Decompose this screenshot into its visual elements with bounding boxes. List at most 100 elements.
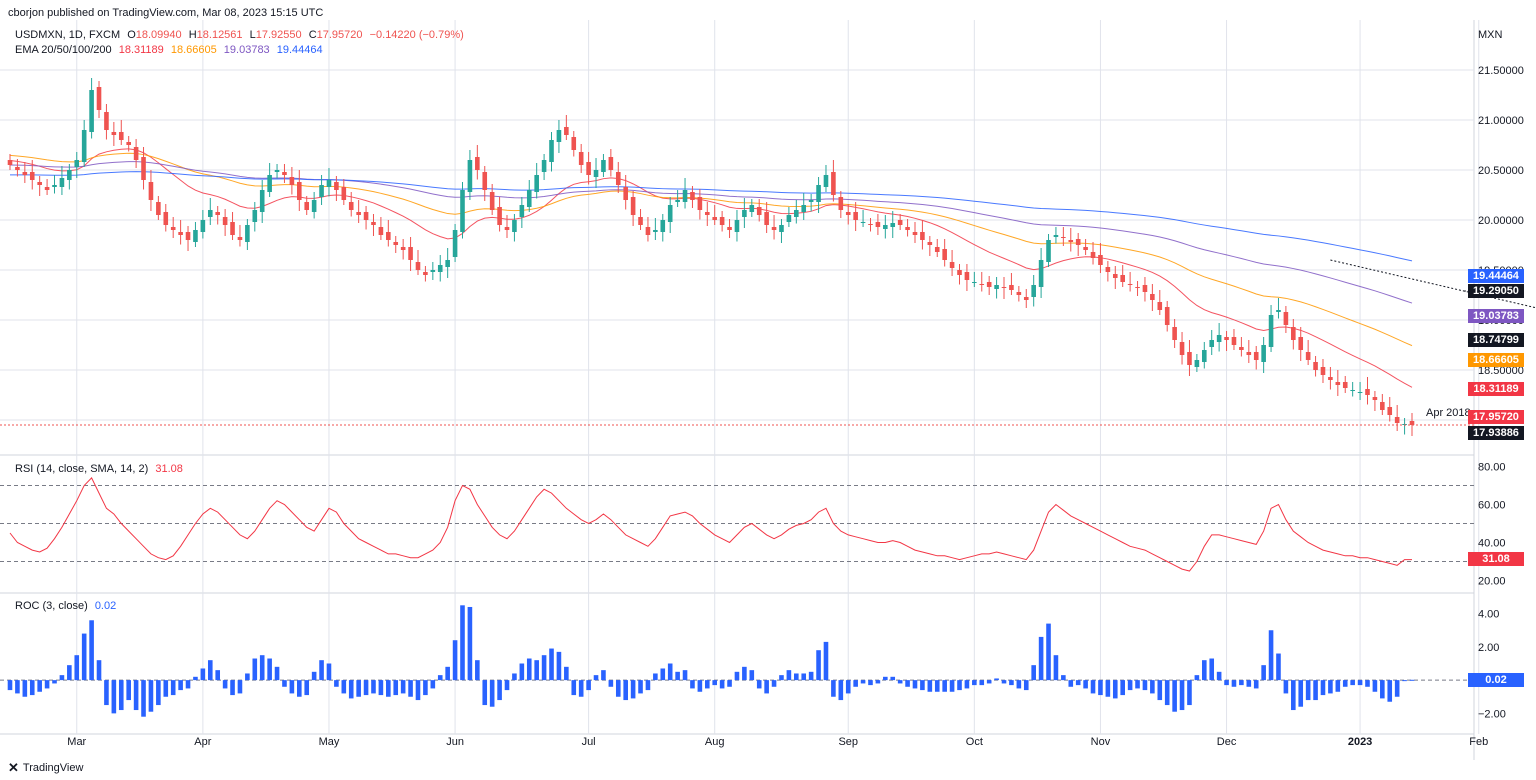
roc-bar bbox=[178, 680, 183, 691]
roc-bar bbox=[1253, 680, 1259, 689]
candle-body bbox=[89, 90, 94, 132]
roc-bar bbox=[994, 678, 999, 681]
roc-bar bbox=[749, 670, 755, 681]
candle-body bbox=[15, 167, 20, 170]
roc-bar bbox=[1083, 680, 1088, 689]
candle-body bbox=[1305, 352, 1311, 360]
roc-bar bbox=[734, 671, 740, 681]
roc-bar bbox=[1001, 680, 1007, 684]
candle-body bbox=[1291, 327, 1296, 340]
roc-bar bbox=[1127, 680, 1133, 691]
candle-body bbox=[1365, 389, 1370, 395]
roc-bar bbox=[1298, 680, 1304, 707]
candle-body bbox=[1350, 390, 1355, 391]
candle-body bbox=[1261, 345, 1266, 362]
candle-body bbox=[237, 237, 243, 240]
candle-body bbox=[207, 210, 213, 217]
price-tick-label: 21.00000 bbox=[1478, 115, 1524, 127]
roc-bar bbox=[37, 680, 42, 692]
roc-bar bbox=[808, 671, 814, 681]
roc-bar bbox=[1268, 630, 1274, 681]
low-label: L bbox=[249, 29, 256, 41]
roc-bar bbox=[252, 658, 258, 681]
roc-bar bbox=[920, 680, 925, 691]
roc-bar bbox=[215, 670, 221, 681]
roc-bar bbox=[1320, 680, 1326, 696]
candle-body bbox=[779, 225, 784, 232]
candle-body bbox=[853, 212, 858, 220]
candle-body bbox=[334, 182, 339, 190]
roc-bar bbox=[823, 641, 829, 681]
roc-bar bbox=[949, 680, 955, 692]
roc-bar bbox=[964, 680, 970, 689]
candle-body bbox=[1001, 287, 1007, 288]
roc-bar bbox=[1172, 680, 1177, 712]
currency-label: MXN bbox=[1478, 29, 1503, 41]
ema-legend[interactable]: EMA 20/50/100/200 18.31189 18.66605 19.0… bbox=[15, 44, 323, 56]
roc-bar bbox=[1372, 680, 1378, 692]
candle-body bbox=[423, 272, 428, 275]
roc-legend[interactable]: ROC (3, close) 0.02 bbox=[15, 600, 116, 612]
symbol-title: USDMXN, 1D, FXCM bbox=[15, 29, 121, 41]
candle-body bbox=[1172, 327, 1177, 340]
candle-body bbox=[289, 177, 295, 185]
roc-bar bbox=[957, 680, 962, 691]
candle-body bbox=[897, 220, 903, 225]
candle-body bbox=[178, 232, 183, 235]
roc-bar bbox=[667, 663, 673, 681]
roc-bar bbox=[1038, 636, 1044, 681]
candle-body bbox=[245, 225, 250, 242]
time-tick-label: Aug bbox=[705, 736, 725, 748]
candle-body bbox=[571, 137, 577, 150]
roc-bar bbox=[1157, 680, 1163, 701]
roc-bar bbox=[912, 680, 918, 689]
footer[interactable]: ✕ TradingView bbox=[8, 760, 83, 776]
rsi-legend[interactable]: RSI (14, close, SMA, 14, 2) 31.08 bbox=[15, 463, 183, 475]
candle-body bbox=[311, 200, 317, 212]
annotation-label: Apr 2018 bbox=[1426, 407, 1471, 419]
low-value: 17.92550 bbox=[255, 29, 302, 41]
rsi-panel[interactable] bbox=[0, 477, 1474, 572]
candle-body bbox=[912, 232, 918, 235]
candle-body bbox=[297, 182, 302, 200]
symbol-legend[interactable]: USDMXN, 1D, FXCM O18.09940 H18.12561 L17… bbox=[15, 29, 464, 41]
time-axis[interactable]: MarAprMayJunJulAugSepOctNovDec2023FebMar bbox=[67, 736, 1536, 748]
candle-body bbox=[1135, 287, 1140, 288]
roc-bar bbox=[1335, 680, 1341, 692]
roc-bar bbox=[1120, 680, 1125, 696]
roc-bar bbox=[1105, 680, 1111, 697]
roc-bar bbox=[482, 680, 488, 706]
ema200-line bbox=[9, 171, 1413, 262]
roc-panel[interactable] bbox=[0, 605, 1474, 717]
candle-body bbox=[972, 282, 977, 283]
roc-bar bbox=[1046, 623, 1051, 681]
time-tick-label: 2023 bbox=[1348, 736, 1372, 748]
roc-bar bbox=[719, 680, 725, 689]
candle-body bbox=[1342, 382, 1348, 388]
roc-bar bbox=[319, 660, 324, 681]
candle-body bbox=[1313, 362, 1318, 370]
roc-bar bbox=[22, 680, 28, 697]
candle-body bbox=[927, 242, 933, 245]
price-panel[interactable] bbox=[0, 78, 1536, 436]
roc-bar bbox=[400, 680, 406, 694]
roc-bar bbox=[564, 666, 569, 681]
roc-bar bbox=[979, 680, 985, 686]
roc-bar bbox=[259, 655, 265, 681]
roc-bar bbox=[341, 680, 347, 694]
roc-bar bbox=[497, 680, 502, 701]
roc-bar bbox=[1246, 680, 1252, 687]
roc-bar bbox=[764, 680, 769, 694]
roc-bar bbox=[386, 680, 391, 697]
roc-bar bbox=[311, 671, 317, 681]
candle-body bbox=[230, 222, 235, 235]
candle-body bbox=[645, 227, 651, 235]
roc-bar bbox=[1409, 679, 1415, 681]
roc-bar bbox=[163, 680, 169, 697]
roc-bar bbox=[1328, 680, 1333, 694]
price-tick-label: 21.50000 bbox=[1478, 65, 1524, 77]
roc-bar bbox=[378, 680, 384, 696]
candle-body bbox=[170, 227, 176, 230]
brand-label: TradingView bbox=[22, 762, 84, 774]
